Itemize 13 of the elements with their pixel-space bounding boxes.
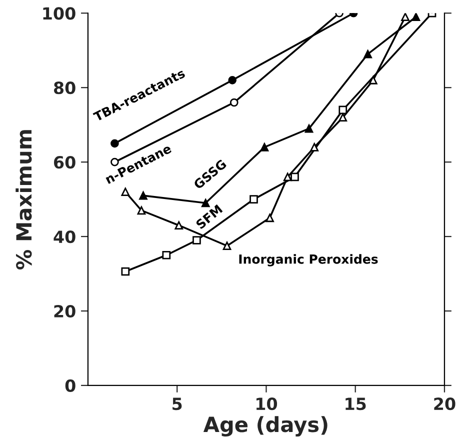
x-tick-label: 5 [172,398,182,410]
y-tick-label: 60 [54,156,76,169]
x-tick-label: 10 [256,398,278,410]
y-axis-title: % Maximum [16,130,32,270]
y-tick-label: 100 [43,7,76,20]
x-tick-label: 15 [346,398,366,410]
series-label: Inorganic Peroxides [239,254,378,266]
x-axis-title: Age (days) [203,416,328,436]
x-tick-label: 20 [434,398,456,410]
y-tick-label: 80 [54,82,76,94]
y-tick-label: 0 [65,379,76,392]
y-tick-label: 40 [54,230,76,244]
y-tick-label: 20 [54,304,76,318]
